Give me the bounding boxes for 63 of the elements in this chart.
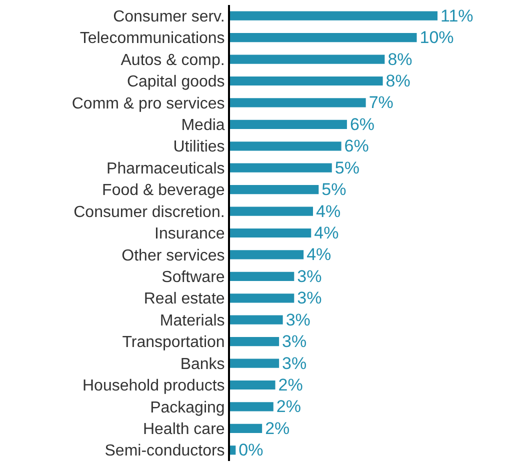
bar — [230, 33, 417, 42]
bar — [230, 120, 347, 129]
bar — [230, 402, 274, 412]
y-tick-label: Insurance — [154, 226, 225, 243]
data-label: 3% — [286, 310, 310, 330]
y-tick-label: Other services — [122, 247, 225, 264]
data-label: 3% — [297, 266, 322, 286]
bar — [230, 98, 366, 108]
y-tick-label: Autos & comp. — [120, 52, 225, 69]
y-tick-label: Semi-conductors — [104, 442, 225, 460]
bar — [230, 206, 313, 216]
y-tick-label: Media — [181, 117, 225, 134]
bar — [230, 250, 304, 260]
data-label: 3% — [297, 288, 322, 308]
data-label: 4% — [306, 245, 332, 264]
y-tick-label: Banks — [180, 356, 225, 373]
data-label: 8% — [386, 72, 410, 90]
data-label: 2% — [265, 418, 290, 438]
bar — [230, 76, 383, 86]
data-label: 5% — [322, 180, 346, 200]
bar — [230, 337, 280, 346]
data-label: 4% — [314, 224, 339, 242]
data-label: 6% — [344, 136, 369, 156]
bar — [230, 11, 438, 20]
y-tick-label: Real estate — [144, 290, 225, 308]
bar — [230, 163, 332, 172]
data-label: 11% — [440, 6, 474, 26]
data-label: 3% — [282, 332, 307, 352]
y-tick-label: Capital goods — [126, 74, 225, 91]
data-label: 2% — [278, 376, 303, 394]
y-tick-label: Consumer serv. — [113, 8, 225, 26]
bar — [230, 294, 294, 303]
bar — [230, 315, 283, 324]
bar — [230, 446, 236, 455]
data-label: 10% — [420, 28, 454, 48]
bar — [230, 142, 342, 151]
y-tick-label: Telecommunications — [80, 30, 225, 48]
y-tick-label: Health care — [142, 421, 225, 438]
bar — [230, 424, 262, 433]
y-tick-label: Utilities — [173, 138, 225, 156]
data-label: 5% — [334, 158, 360, 178]
data-label: 0% — [238, 440, 264, 460]
bar — [230, 228, 312, 238]
data-label: 4% — [316, 202, 341, 221]
y-tick-label: Software — [162, 269, 225, 286]
data-label: 2% — [276, 397, 301, 416]
data-label: 6% — [350, 114, 375, 134]
y-tick-label: Comm & pro services — [72, 95, 225, 112]
data-label: 7% — [368, 93, 394, 112]
y-tick-label: Household products — [82, 378, 225, 395]
bar — [230, 185, 319, 194]
data-label: 3% — [282, 354, 307, 373]
bar — [230, 272, 294, 281]
y-tick-label: Food & beverage — [102, 182, 225, 200]
data-label: 8% — [388, 50, 412, 69]
y-tick-label: Consumer discretion. — [74, 204, 225, 221]
y-tick-label: Packaging — [150, 399, 225, 416]
y-tick-label: Pharmaceuticals — [106, 160, 225, 178]
y-tick-label: Transportation — [122, 334, 225, 352]
bar — [230, 358, 280, 368]
y-tick-label: Materials — [160, 312, 225, 330]
bar — [230, 54, 385, 64]
bar — [230, 380, 276, 390]
